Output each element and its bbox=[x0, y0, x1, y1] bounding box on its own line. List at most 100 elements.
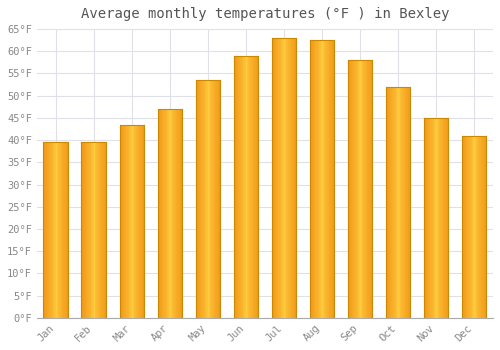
Bar bbox=[365, 60, 366, 318]
Bar bbox=[199, 80, 200, 318]
Bar bbox=[140, 125, 141, 318]
Bar bbox=[84, 142, 85, 318]
Bar bbox=[284, 38, 285, 318]
Bar bbox=[331, 40, 332, 318]
Bar bbox=[465, 136, 466, 318]
Bar bbox=[369, 60, 370, 318]
Bar bbox=[464, 136, 465, 318]
Bar bbox=[248, 56, 249, 318]
Bar bbox=[46, 142, 47, 318]
Bar bbox=[250, 56, 251, 318]
Bar bbox=[50, 142, 51, 318]
Bar bbox=[441, 118, 442, 318]
Bar bbox=[98, 142, 99, 318]
Bar bbox=[471, 136, 472, 318]
Bar bbox=[351, 60, 352, 318]
Bar bbox=[64, 142, 65, 318]
Bar bbox=[130, 125, 131, 318]
Bar bbox=[55, 142, 56, 318]
Bar bbox=[283, 38, 284, 318]
Bar bbox=[208, 80, 210, 318]
Bar bbox=[198, 80, 199, 318]
Bar bbox=[386, 87, 388, 318]
Bar bbox=[160, 109, 161, 318]
Bar bbox=[279, 38, 280, 318]
Bar bbox=[354, 60, 355, 318]
Bar bbox=[136, 125, 137, 318]
Bar bbox=[292, 38, 293, 318]
Bar bbox=[179, 109, 180, 318]
Bar bbox=[162, 109, 164, 318]
Bar bbox=[180, 109, 182, 318]
Bar bbox=[216, 80, 217, 318]
Bar bbox=[389, 87, 390, 318]
Bar bbox=[282, 38, 283, 318]
Bar bbox=[88, 142, 89, 318]
Bar bbox=[326, 40, 327, 318]
Bar bbox=[97, 142, 98, 318]
Bar bbox=[175, 109, 176, 318]
Bar bbox=[49, 142, 50, 318]
Bar bbox=[94, 142, 96, 318]
Bar bbox=[85, 142, 86, 318]
Bar bbox=[62, 142, 63, 318]
Bar bbox=[90, 142, 92, 318]
Bar bbox=[332, 40, 334, 318]
Bar bbox=[172, 109, 173, 318]
Bar bbox=[361, 60, 362, 318]
Bar bbox=[294, 38, 296, 318]
Bar bbox=[476, 136, 478, 318]
Bar bbox=[469, 136, 470, 318]
Bar bbox=[323, 40, 324, 318]
Bar bbox=[59, 142, 60, 318]
Bar bbox=[475, 136, 476, 318]
Bar bbox=[327, 40, 328, 318]
Bar bbox=[355, 60, 356, 318]
Bar bbox=[241, 56, 242, 318]
Bar bbox=[54, 142, 55, 318]
Bar bbox=[402, 87, 403, 318]
Bar bbox=[280, 38, 281, 318]
Bar bbox=[82, 142, 83, 318]
Bar bbox=[212, 80, 213, 318]
Bar bbox=[128, 125, 130, 318]
Bar bbox=[406, 87, 407, 318]
Bar bbox=[438, 118, 440, 318]
Bar bbox=[390, 87, 392, 318]
Bar bbox=[484, 136, 485, 318]
Bar bbox=[328, 40, 330, 318]
Bar bbox=[169, 109, 170, 318]
Bar bbox=[428, 118, 430, 318]
Bar bbox=[358, 60, 359, 318]
Bar bbox=[242, 56, 244, 318]
Bar bbox=[131, 125, 132, 318]
Bar bbox=[404, 87, 406, 318]
Bar bbox=[213, 80, 214, 318]
Bar bbox=[252, 56, 254, 318]
Bar bbox=[173, 109, 174, 318]
Bar bbox=[482, 136, 483, 318]
Bar bbox=[293, 38, 294, 318]
Bar bbox=[87, 142, 88, 318]
Bar bbox=[141, 125, 142, 318]
Bar bbox=[61, 142, 62, 318]
Bar bbox=[324, 40, 326, 318]
Bar bbox=[399, 87, 400, 318]
Bar bbox=[288, 38, 289, 318]
Bar bbox=[124, 125, 126, 318]
Bar bbox=[430, 118, 431, 318]
Bar bbox=[483, 136, 484, 318]
Bar bbox=[360, 60, 361, 318]
Bar bbox=[203, 80, 204, 318]
Bar bbox=[176, 109, 178, 318]
Bar bbox=[364, 60, 365, 318]
Bar bbox=[235, 56, 236, 318]
Bar bbox=[217, 80, 218, 318]
Bar bbox=[238, 56, 240, 318]
Bar bbox=[317, 40, 318, 318]
Bar bbox=[362, 60, 364, 318]
Bar bbox=[287, 38, 288, 318]
Bar bbox=[316, 40, 317, 318]
Bar bbox=[142, 125, 144, 318]
Bar bbox=[47, 142, 48, 318]
